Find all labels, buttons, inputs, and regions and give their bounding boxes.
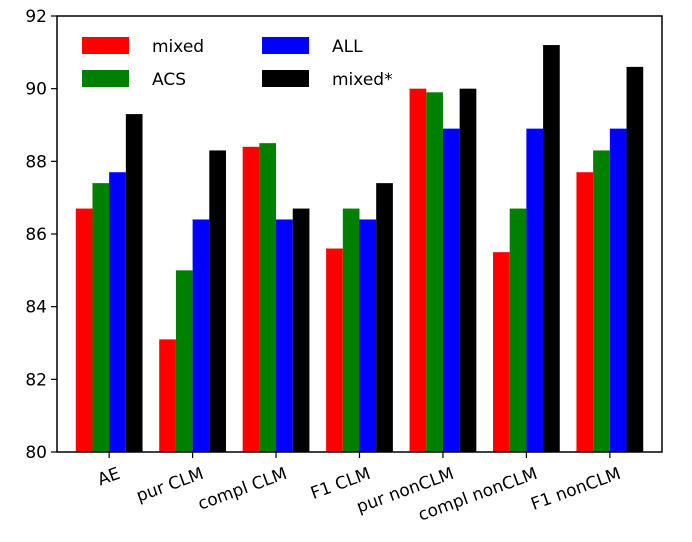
bar-ACS-5 bbox=[509, 208, 527, 452]
x-category-label: AE bbox=[95, 464, 123, 490]
bars bbox=[75, 45, 644, 453]
bar-ACS-4 bbox=[426, 92, 443, 453]
legend-label: mixed* bbox=[332, 70, 393, 90]
y-tick-label: 88 bbox=[25, 152, 47, 172]
bar-mixed-6 bbox=[576, 172, 594, 452]
legend-swatch-mixed bbox=[82, 37, 129, 54]
bar-mixed-5 bbox=[543, 45, 560, 453]
y-tick-label: 84 bbox=[25, 298, 47, 318]
legend-label: mixed bbox=[152, 37, 204, 57]
bar-ALL-1 bbox=[192, 219, 210, 452]
bar-mixed-2 bbox=[242, 146, 260, 453]
y-tick-label: 80 bbox=[25, 443, 47, 463]
bar-ALL-4 bbox=[442, 128, 460, 452]
legend: mixed ACS ALL mixed* bbox=[82, 37, 393, 90]
bar-mixed-4 bbox=[409, 88, 427, 453]
bar-mixed-1 bbox=[209, 150, 226, 452]
bar-ALL-3 bbox=[359, 219, 377, 452]
bar-ACS-3 bbox=[342, 208, 360, 452]
bar-ALL-6 bbox=[609, 128, 627, 452]
bar-mixed-5 bbox=[493, 252, 510, 452]
y-tick-label: 92 bbox=[25, 7, 47, 27]
legend-label: ALL bbox=[332, 37, 363, 57]
bar-mixed-6 bbox=[626, 66, 644, 452]
bar-ALL-2 bbox=[276, 219, 293, 452]
x-category-label: pur CLM bbox=[134, 464, 207, 507]
y-axis: 80 82 84 86 88 90 92 bbox=[25, 7, 57, 463]
bar-mixed-0 bbox=[75, 208, 93, 452]
bar-mixed-2 bbox=[292, 208, 310, 452]
bar-mixed-4 bbox=[459, 88, 477, 453]
x-category-label: F1 nonCLM bbox=[528, 464, 623, 515]
legend-swatch-ALL bbox=[262, 37, 309, 54]
y-tick-label: 82 bbox=[25, 370, 47, 390]
bar-mixed-3 bbox=[376, 183, 393, 452]
y-tick-label: 86 bbox=[25, 225, 47, 245]
bar-mixed-1 bbox=[159, 339, 176, 452]
legend-swatch-ACS bbox=[82, 70, 129, 87]
legend-label: ACS bbox=[152, 70, 186, 90]
bar-mixed-0 bbox=[125, 114, 143, 452]
bar-ACS-2 bbox=[259, 143, 277, 452]
y-tick-label: 90 bbox=[25, 80, 47, 100]
bar-ALL-5 bbox=[526, 128, 544, 452]
plot-area bbox=[56, 15, 663, 453]
bar-ACS-0 bbox=[92, 183, 110, 452]
bar-ACS-6 bbox=[593, 150, 610, 452]
bar-ACS-1 bbox=[175, 270, 193, 452]
bar-ALL-0 bbox=[109, 172, 126, 452]
bar-mixed-3 bbox=[326, 248, 343, 452]
x-category-label: compl CLM bbox=[195, 464, 289, 515]
legend-swatch-mixed bbox=[262, 70, 309, 87]
